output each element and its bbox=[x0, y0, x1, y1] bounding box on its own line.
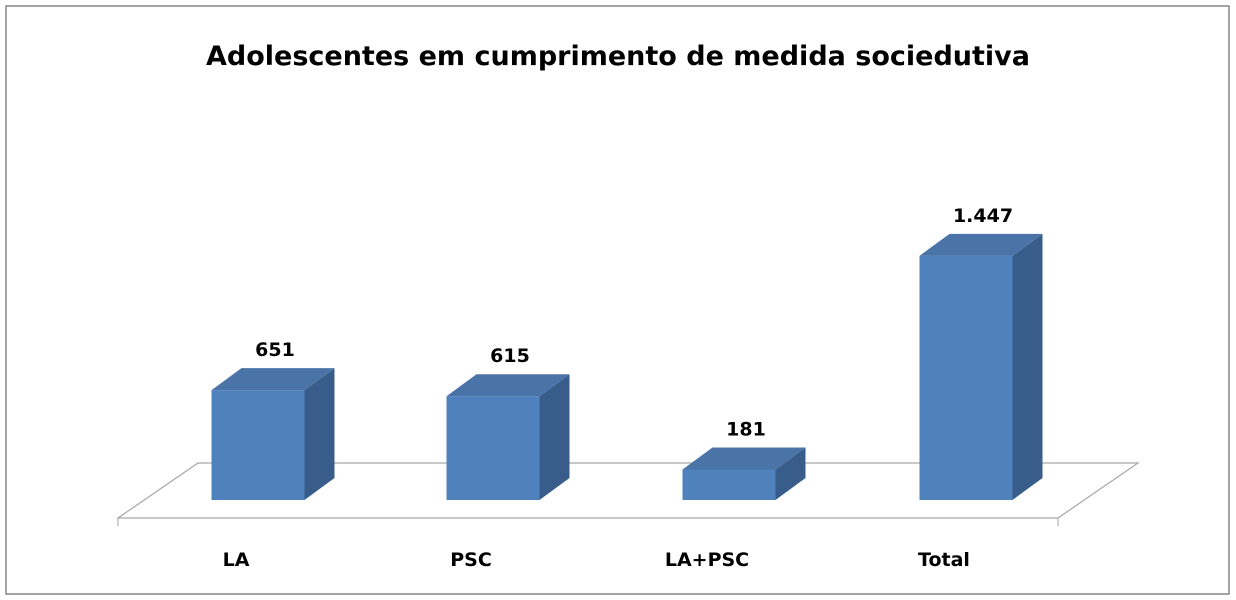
bar-side bbox=[1012, 233, 1043, 500]
value-label: 1.447 bbox=[953, 205, 1013, 227]
bar-top bbox=[919, 233, 1043, 256]
value-label: 181 bbox=[726, 418, 766, 440]
bar-side bbox=[539, 374, 570, 500]
x-tick-label: LA bbox=[223, 549, 250, 571]
bar-top bbox=[211, 368, 335, 391]
bar-side bbox=[775, 447, 806, 500]
bar bbox=[211, 390, 305, 500]
bar bbox=[682, 469, 776, 500]
bar-top bbox=[682, 447, 806, 470]
value-label: 651 bbox=[255, 339, 295, 361]
bar-top bbox=[446, 374, 570, 397]
x-tick-label: PSC bbox=[450, 549, 492, 571]
value-label: 615 bbox=[490, 345, 530, 367]
bar bbox=[919, 255, 1013, 500]
bar bbox=[446, 396, 540, 500]
floor bbox=[116, 462, 1140, 519]
chart-title: Adolescentes em cumprimento de medida so… bbox=[205, 41, 1030, 72]
x-tick-label: LA+PSC bbox=[665, 549, 749, 571]
bar-side bbox=[304, 368, 335, 500]
x-tick-label: Total bbox=[918, 549, 970, 571]
